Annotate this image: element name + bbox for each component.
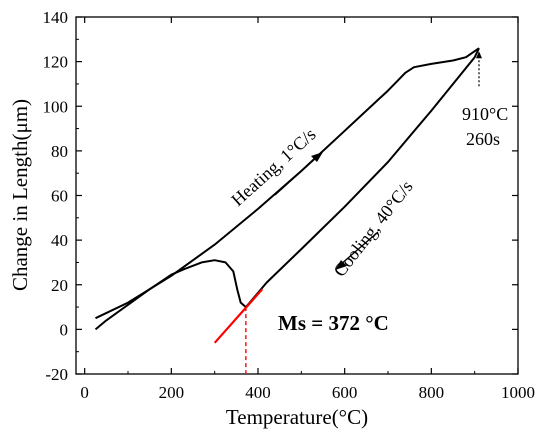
x-axis-title: Temperature(°C)	[226, 405, 368, 429]
y-tick-label: 0	[60, 320, 69, 339]
x-tick-label: 800	[419, 383, 445, 402]
heating-arrowhead-icon	[311, 152, 323, 162]
y-tick-label: 140	[43, 8, 69, 27]
series-line-1	[95, 47, 480, 320]
y-tick-label: 100	[43, 97, 69, 116]
y-tick-label: 20	[51, 276, 68, 295]
annotations-group: Heating, 1°C/s Cooling, 40°C/s 910°C 260…	[227, 51, 508, 374]
hold-arrowhead-icon	[476, 51, 482, 59]
series-line-3	[213, 288, 264, 344]
y-tick-label: 60	[51, 187, 68, 206]
y-tick-labels: -20 0 20 40 60 80 100 120 140	[43, 8, 69, 384]
y-tick-label: 40	[51, 231, 68, 250]
cooling-label: Cooling, 40°C/s	[329, 177, 416, 281]
y-axis-title: Change in Length(μm)	[8, 99, 32, 291]
y-tick-label: -20	[45, 365, 68, 384]
x-tick-label: 600	[332, 383, 358, 402]
y-tick-label: 80	[51, 142, 68, 161]
heating-direction-arrow	[274, 155, 319, 196]
hold-temperature-label: 910°C	[462, 104, 508, 124]
hold-time-label: 260s	[466, 129, 500, 149]
series-group	[94, 47, 480, 344]
cooling-arrowhead-icon	[335, 260, 347, 270]
y-tick-label: 120	[43, 53, 69, 72]
ms-label: Ms = 372 °C	[278, 311, 389, 335]
series-line-2	[94, 47, 480, 331]
x-tick-label: 1000	[501, 383, 535, 402]
x-tick-label: 0	[80, 383, 89, 402]
x-tick-label: 400	[245, 383, 271, 402]
axis-ticks	[76, 16, 519, 375]
x-tick-label: 200	[159, 383, 185, 402]
x-tick-labels: 0 200 400 600 800 1000	[80, 383, 535, 402]
cooling-direction-arrow	[339, 231, 379, 266]
